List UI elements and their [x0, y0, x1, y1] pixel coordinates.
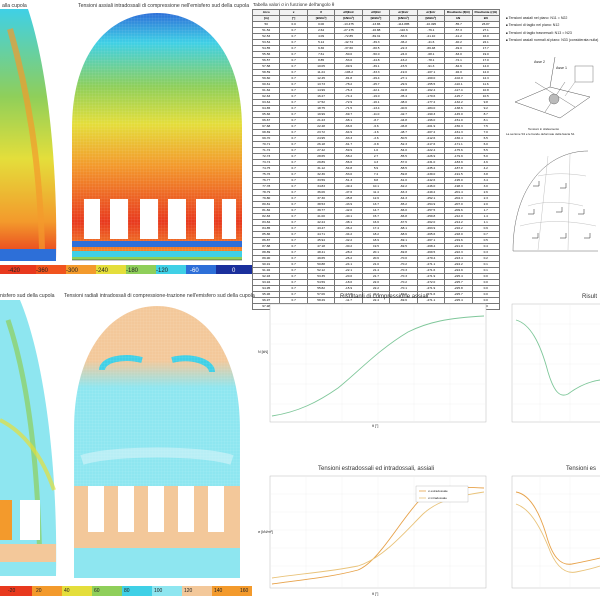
bottom-colorbar [0, 586, 252, 596]
table-row: 65-66 0.7 19.99 -69.7 -11.0 -42.7 -190.3 -145.0… [251, 111, 500, 118]
table-row: 90-91 0.7 50.88 -24.1 21.0 -70.2 -271.1 -224.2 0… [251, 261, 500, 268]
table-row: 51-52 0.7 2.64 -27.175 -16.88 -110.6 -76.1 -57.… [251, 27, 500, 34]
bottom-colorbar-label: 120 [184, 588, 193, 594]
bullet-item: Tensioni di taglio nel piano: N12 [506, 22, 598, 29]
diagram-caption: Tensioni in sfalsamento [528, 127, 560, 131]
table-header-cell: Risultante (r|Ω) [471, 9, 500, 16]
colorbar-label-7: 0 [232, 268, 236, 274]
graph4-title: Tensioni es [566, 466, 597, 472]
table-row: 54-55 0.7 6.36 -37.60 -60.5 -22.3 -66.48 -49.0 1… [251, 45, 500, 52]
bottom-middle-dome-plot [74, 306, 240, 578]
table-row: 64-65 0.7 18.75 -71.5 -13.4 -40.6 -184.0 -138.6… [251, 105, 500, 112]
table-row: 71-72 0.7 27.42 -59.9 1.0 -54.0 -222.4 -175.6 5.… [251, 147, 500, 154]
graph2-plot [511, 303, 600, 423]
graph1-title: Risultanti di compressione assiali [340, 294, 429, 300]
top-left-dome-plot [0, 9, 57, 261]
graph3-legend-item: σ estradossale [428, 489, 448, 493]
colorbar-label-3: -240 [96, 268, 109, 274]
graph3-xlabel: θ [°] [372, 592, 379, 596]
tension-legend-list: Tensioni assiali nel piano: N11 = N22 Te… [506, 15, 599, 45]
graph1-xlabel: θ [°] [372, 424, 379, 428]
diagram-axis-label: Asse 1 [556, 66, 567, 70]
bottom-colorbar-label: 20 [36, 588, 42, 594]
colorbar-label-2: -300 [66, 268, 79, 274]
graph1-plot [269, 303, 487, 423]
table-header-cell: Risultante (θ|Ω) [444, 9, 473, 16]
diagram-note: La sezione S3 e le bande deformate della… [506, 132, 575, 136]
shell-element-diagram [514, 56, 594, 119]
top-middle-dome-plot [72, 13, 242, 261]
bullet-item: Tensioni di taglio trasversali: N13 = N2… [506, 30, 598, 37]
table-row: 56-57 0.7 8.85 -53.0 -44.8 -16.2 -78.1 -72.1 17.… [251, 57, 500, 64]
colorbar-label-1: -360 [36, 268, 49, 274]
table-row: 85-86 0.7 44.71 -34.2 18.2 -68.6 -265.6 -218.0 0… [251, 231, 500, 238]
graph3-title: Tensioni estradossali ed intradossali, a… [318, 466, 435, 472]
graph3-plot [269, 475, 487, 589]
graph3-ylabel: σ [kN/m²] [258, 530, 273, 534]
colorbar-label-0: -420 [8, 268, 21, 274]
colorbar-label-5: -120 [156, 268, 169, 274]
table-row: 91-92 0.7 52.12 -22.1 21.4 -70.3 -271.6 -224.9 0… [251, 267, 500, 274]
bottom-colorbar-label: 40 [64, 588, 70, 594]
bottom-colorbar-label: 160 [240, 588, 249, 594]
dome-arrows-diagram [512, 150, 598, 252]
bottom-colorbar-label: 140 [214, 588, 223, 594]
bullet-item: Tensioni assiali nel piano: N11 = N22 [506, 15, 598, 22]
bottom-colorbar-label: -20 [8, 588, 16, 594]
graph2-title: Risult [582, 294, 598, 300]
colorbar-label-6: -60 [190, 268, 199, 274]
diagram-axis-label: Asse 2 [534, 60, 545, 64]
table-row: 59-60 0.7 12.45 -81.8 -29.4 -27.1 -160.0 -102.0… [251, 75, 500, 82]
bullet-item: Tensioni assiali normali al piano: N33 (… [506, 37, 599, 44]
table-row: 78-79 0.7 36.06 -47.6 11.4 -63.3 -249.2 -201.4 2… [251, 189, 500, 196]
colorbar-label-4: -180 [126, 268, 139, 274]
top-left-title: alla cupola [2, 3, 27, 9]
bottom-colorbar-label: 80 [124, 588, 130, 594]
graph1-ylabel: N [kN] [258, 350, 268, 354]
graph4-plot [511, 475, 600, 589]
graph3-legend-item: σ intradossale [428, 496, 447, 500]
bottom-left-title: nisfero sud della cupola [0, 293, 55, 299]
table-row: 86-87 0.7 45.94 -32.2 18.9 -69.1 -267.1 -219.6 0… [251, 237, 500, 244]
top-middle-title: Tensioni assiali intradossali di compres… [78, 3, 250, 9]
data-table: Arco x θ σθ|Estr σθ|Intr σr|Estr σr|Intr Risult… [251, 9, 500, 310]
bottom-colorbar-label: 100 [154, 588, 163, 594]
table-row: 53-54 0.7 5.14 -42.74 -39.3 -36.2 -41.6 -40.2 22… [251, 39, 500, 46]
table-row: 83-84 0.7 42.24 -38.1 16.6 -67.5 -262.0 -214.2 1… [251, 219, 500, 226]
bottom-middle-title: Tensioni radiali intradossali di compres… [64, 293, 255, 299]
table-row: 50 0.0 0.00 -13.475 -13.86 -114.885 -10.495 -55… [251, 21, 500, 28]
top-colorbar [0, 265, 252, 274]
bottom-colorbar-label: 60 [94, 588, 100, 594]
table-title: Tabella valori σ in funzione dell'angolo… [253, 2, 335, 7]
bottom-left-dome-plot [0, 300, 57, 576]
